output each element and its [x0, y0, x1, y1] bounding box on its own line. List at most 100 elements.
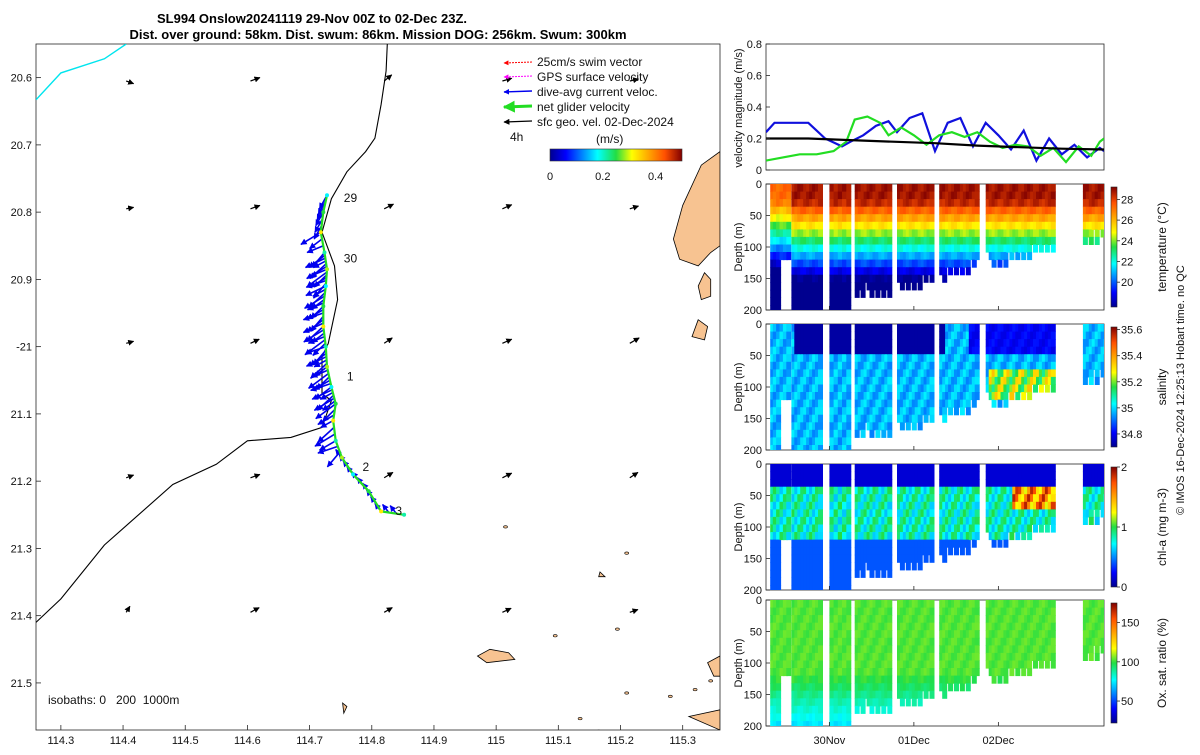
section-cell — [887, 392, 893, 401]
section-cell — [833, 305, 839, 310]
section-cell — [806, 376, 812, 385]
section-cell — [1091, 346, 1097, 355]
section-cell — [779, 244, 785, 253]
section-cell — [942, 645, 948, 654]
section-cell — [812, 637, 818, 646]
section-cell — [812, 668, 818, 677]
section-cell — [897, 354, 902, 363]
section-cell — [1044, 214, 1050, 223]
section-cell — [842, 407, 847, 416]
section-cell — [1041, 191, 1047, 200]
section-cell — [994, 376, 1000, 385]
section-cell — [902, 554, 908, 563]
section-cell — [1091, 361, 1097, 370]
section-cell — [1036, 229, 1041, 238]
section-cell — [911, 479, 917, 488]
section-cell — [854, 607, 860, 616]
section-cell — [884, 206, 890, 215]
section-cell — [782, 464, 788, 473]
section-cell — [939, 244, 945, 253]
section-cell — [908, 346, 914, 355]
surface-velocity-arrow — [502, 76, 513, 83]
section-cell — [797, 339, 803, 348]
section-cell — [988, 600, 994, 609]
section-cell — [991, 494, 997, 503]
section-cell — [812, 305, 818, 310]
section-cell — [869, 464, 875, 473]
section-cell — [962, 471, 968, 480]
section-cell — [786, 384, 792, 393]
section-cell — [812, 479, 818, 488]
section-cell — [951, 539, 957, 548]
section-cell — [968, 660, 974, 669]
section-cell — [1050, 479, 1056, 488]
section-cell — [902, 267, 908, 276]
section-cell — [837, 331, 843, 340]
section-cell — [929, 645, 935, 654]
track-point — [323, 284, 328, 289]
section-ytick-label: 50 — [750, 627, 762, 639]
section-cell — [1047, 361, 1053, 370]
section-cell — [1033, 339, 1038, 348]
section-cell — [846, 660, 852, 669]
section-cell — [800, 600, 806, 609]
section-cell — [954, 683, 959, 692]
section-cell — [926, 399, 932, 408]
section-cell — [837, 346, 843, 355]
section-cell — [770, 464, 776, 473]
section-cell — [957, 509, 962, 518]
colorbar-tick-label: 22 — [1121, 256, 1133, 268]
section-cell — [809, 399, 815, 408]
section-cell — [965, 407, 971, 416]
section-cell — [829, 244, 835, 253]
section-cell — [869, 384, 875, 393]
section-cell — [803, 184, 809, 193]
section-cell — [1030, 501, 1036, 510]
section-cell — [991, 244, 997, 253]
section-cell — [837, 429, 843, 438]
section-cell — [842, 569, 847, 578]
section-cell — [957, 346, 962, 355]
section-cell — [1021, 630, 1027, 639]
section-cell — [797, 652, 803, 661]
section-cell — [1012, 615, 1018, 624]
section-cell — [1094, 622, 1100, 631]
section-cell — [985, 630, 991, 639]
section-cell — [794, 539, 800, 548]
section-cell — [954, 547, 959, 556]
section-cell — [791, 569, 797, 578]
section-cell — [939, 600, 945, 609]
section-cell — [965, 339, 971, 348]
section-cells — [770, 324, 1104, 450]
section-cell — [770, 346, 776, 355]
section-cell — [939, 645, 945, 654]
section-cell — [794, 392, 800, 401]
section-cell — [782, 244, 788, 253]
section-cell — [875, 630, 881, 639]
section-cell — [794, 422, 800, 431]
section-cell — [968, 464, 974, 473]
section-cell — [920, 615, 926, 624]
section-cell — [872, 630, 878, 639]
section-cell — [917, 607, 923, 616]
section-cell — [914, 486, 920, 495]
colorbar-tick-label: 150 — [1121, 618, 1139, 630]
section-cell — [911, 600, 917, 609]
section-cell — [959, 486, 965, 495]
section-cell — [878, 229, 884, 238]
section-cell — [929, 630, 935, 639]
section-cell — [806, 422, 812, 431]
section-cell — [945, 229, 951, 238]
section-cell — [779, 501, 785, 510]
section-cell — [923, 274, 929, 283]
section-cell — [1050, 384, 1056, 393]
section-cell — [914, 668, 920, 677]
section-cell — [829, 199, 835, 208]
section-cell — [812, 532, 818, 541]
section-cell — [920, 244, 926, 253]
section-cell — [929, 191, 935, 200]
section-cell — [786, 637, 792, 646]
section-cell — [812, 422, 818, 431]
section-cell — [1021, 339, 1027, 348]
section-cell — [829, 407, 835, 416]
